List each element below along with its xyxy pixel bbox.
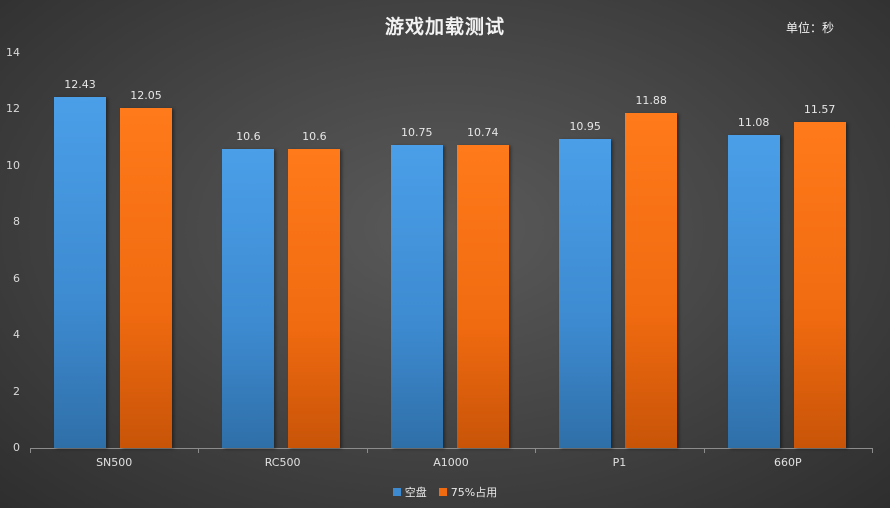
x-category-label: A1000 [433, 456, 469, 469]
x-tick-mark [198, 448, 200, 453]
x-tick-mark [30, 448, 31, 453]
y-tick-label: 10 [6, 158, 20, 172]
x-tick-mark [535, 448, 537, 453]
y-tick-label: 6 [13, 271, 20, 285]
unit-label: 单位：秒 [785, 21, 834, 35]
legend: 空盘 75%占用 [0, 484, 890, 500]
y-tick-label: 14 [6, 46, 20, 59]
data-label: 10.74 [467, 125, 499, 139]
y-tick-label: 4 [13, 328, 20, 342]
bar-empty-disk[interactable] [390, 144, 443, 448]
x-tick-mark [366, 448, 368, 453]
legend-item-empty[interactable]: 空盘 [392, 484, 427, 500]
data-label: 12.43 [64, 78, 96, 92]
data-label: 12.05 [130, 89, 162, 103]
legend-item-75-percent[interactable]: 75%占用 [438, 484, 498, 500]
bar-75-percent[interactable] [793, 121, 846, 448]
legend-swatch-blue [392, 488, 401, 496]
legend-label: 空盘 [404, 486, 427, 499]
legend-swatch-orange [438, 488, 447, 496]
bar-empty-disk[interactable] [727, 135, 780, 448]
y-tick-label: 2 [13, 384, 20, 398]
data-label: 11.08 [737, 116, 770, 130]
bar-empty-disk[interactable] [222, 148, 275, 448]
bar-empty-disk[interactable] [54, 97, 106, 448]
data-label: 10.6 [236, 129, 261, 143]
x-category-label: 660P [773, 456, 802, 469]
bar-empty-disk[interactable] [559, 139, 612, 448]
x-axis-line [30, 448, 872, 449]
y-tick-label: 12 [6, 102, 20, 116]
x-tick-mark [703, 448, 705, 453]
y-tick-label: 8 [13, 215, 20, 229]
data-label: 10.95 [569, 120, 601, 134]
data-label: 11.57 [803, 102, 836, 116]
bar-75-percent[interactable] [456, 144, 509, 448]
x-category-label: P1 [612, 456, 627, 469]
x-tick-mark [872, 448, 873, 453]
bar-75-percent[interactable] [288, 148, 341, 448]
legend-label: 75%占用 [450, 486, 498, 499]
y-tick-label: 0 [13, 441, 20, 454]
bar-75-percent[interactable] [625, 112, 678, 448]
data-label: 11.88 [635, 93, 667, 107]
data-label: 10.6 [302, 129, 327, 143]
x-category-label: SN500 [96, 456, 133, 469]
x-category-label: RC500 [264, 456, 301, 469]
data-label: 10.75 [401, 125, 433, 139]
bar-75-percent[interactable] [120, 108, 172, 448]
chart-title: 游戏加载测试 [384, 16, 505, 38]
